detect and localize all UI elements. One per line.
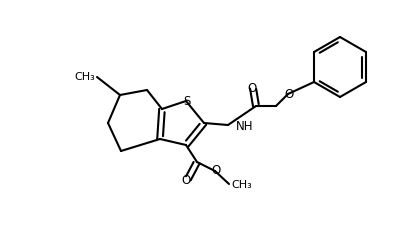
Text: CH₃: CH₃	[74, 72, 95, 82]
Text: O: O	[247, 81, 256, 94]
Text: O: O	[211, 164, 220, 177]
Text: NH: NH	[235, 119, 253, 132]
Text: S: S	[183, 94, 190, 107]
Text: O: O	[284, 87, 293, 100]
Text: O: O	[181, 174, 190, 187]
Text: CH₃: CH₃	[230, 179, 251, 189]
